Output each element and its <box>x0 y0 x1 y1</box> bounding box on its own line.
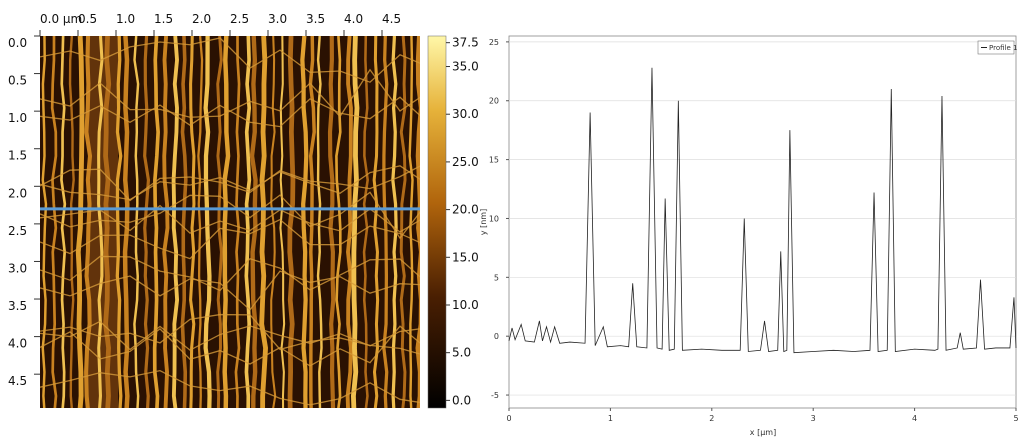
fiber <box>40 68 420 118</box>
x-tick-label: 0 <box>506 414 511 423</box>
colorbar-tick-label: 0.0 <box>452 393 471 407</box>
fiber <box>415 36 420 408</box>
fiber <box>40 255 420 292</box>
fiber <box>75 36 85 408</box>
y-tick-label: 25 <box>489 38 499 47</box>
fiber <box>244 36 252 408</box>
y-tick-label: 20 <box>489 97 499 106</box>
y-tick-label: 15 <box>489 156 499 165</box>
colorbar-tick-label: 37.5 <box>452 36 479 50</box>
fiber <box>40 165 420 201</box>
y-tick-label: -5 <box>491 391 499 400</box>
x-axis-label: x [µm] <box>750 428 776 437</box>
fiber <box>234 36 241 408</box>
y-tick-label: 0.5 <box>8 74 27 88</box>
fiber <box>40 270 420 311</box>
x-tick-label: 4.5 <box>382 12 401 26</box>
x-tick-label: 4 <box>912 414 917 423</box>
y-tick-label: 3.0 <box>8 261 27 275</box>
y-tick-label: 3.5 <box>8 299 27 313</box>
colorbar-tick-label: 30.0 <box>452 107 479 121</box>
profile-line <box>508 67 1017 354</box>
colorbar-tick-label: 10.0 <box>452 298 479 312</box>
fiber <box>40 37 420 83</box>
y-tick-label: 1.5 <box>8 149 27 163</box>
y-tick-label: 2.5 <box>8 224 27 238</box>
x-tick-label: 2.5 <box>230 12 249 26</box>
y-tick-label: 2.0 <box>8 186 27 200</box>
fiber <box>216 36 223 408</box>
fiber <box>300 36 309 408</box>
fiber <box>50 36 58 408</box>
x-tick-label: 3.5 <box>306 12 325 26</box>
x-tick-label: 0.0 µm <box>40 12 82 26</box>
x-tick-label: 1.0 <box>116 12 135 26</box>
x-tick-label: 4.0 <box>344 12 363 26</box>
x-tick-label: 3 <box>811 414 816 423</box>
fiber <box>203 36 212 408</box>
plot-frame <box>508 35 1017 409</box>
fiber <box>171 36 180 408</box>
fiber <box>222 36 231 408</box>
x-tick-label: 2 <box>709 414 714 423</box>
fiber <box>249 36 258 408</box>
fiber <box>162 36 170 408</box>
y-tick-label: 0 <box>494 332 499 341</box>
fiber <box>152 36 160 408</box>
y-tick-label: 5 <box>494 273 499 282</box>
fiber <box>270 36 277 408</box>
fiber <box>103 36 112 408</box>
colorbar-tick-label: 25.0 <box>452 155 479 169</box>
fiber <box>40 191 420 240</box>
legend-label: Profile 1 <box>989 44 1017 52</box>
fiber <box>335 36 342 408</box>
fiber <box>372 36 380 408</box>
y-tick-label: 10 <box>489 214 499 223</box>
x-tick-label: 1 <box>608 414 613 423</box>
fiber <box>97 36 104 408</box>
fiber <box>143 36 151 408</box>
fiber <box>189 36 196 408</box>
fiber <box>40 218 420 260</box>
colorbar <box>427 35 447 409</box>
fiber <box>133 36 140 408</box>
fiber <box>40 325 420 367</box>
fiber <box>391 36 398 408</box>
x-tick-label: 5 <box>1013 414 1018 423</box>
fiber <box>40 369 420 406</box>
colorbar-tick-label: 20.0 <box>452 203 479 217</box>
y-tick-label: 0.0 <box>8 36 27 50</box>
fiber <box>180 36 188 408</box>
y-tick-label: 4.0 <box>8 337 27 351</box>
fiber <box>40 96 420 128</box>
colorbar-tick-label: 5.0 <box>452 346 471 360</box>
fiber <box>382 36 389 408</box>
legend-box <box>977 40 1015 55</box>
fiber <box>399 36 407 408</box>
legend: Profile 1 <box>977 40 1017 55</box>
colorbar-tick-label: 35.0 <box>452 60 479 74</box>
y-tick-label: 1.0 <box>8 111 27 125</box>
x-tick-label: 1.5 <box>154 12 173 26</box>
x-tick-label: 0.5 <box>78 12 97 26</box>
fiber <box>279 36 286 408</box>
y-axis-label: y [nm] <box>479 209 488 235</box>
fiber <box>60 36 67 408</box>
fiber <box>316 36 323 408</box>
fiber <box>40 204 420 234</box>
colorbar-tick-label: 15.0 <box>452 250 479 264</box>
fiber <box>68 36 75 408</box>
fiber <box>40 165 420 202</box>
fiber <box>408 36 414 408</box>
x-tick-label: 2.0 <box>192 12 211 26</box>
fiber <box>84 36 93 408</box>
y-tick-label: 4.5 <box>8 374 27 388</box>
afm-texture <box>40 36 420 408</box>
fiber <box>40 313 420 355</box>
x-tick-label: 3.0 <box>268 12 287 26</box>
